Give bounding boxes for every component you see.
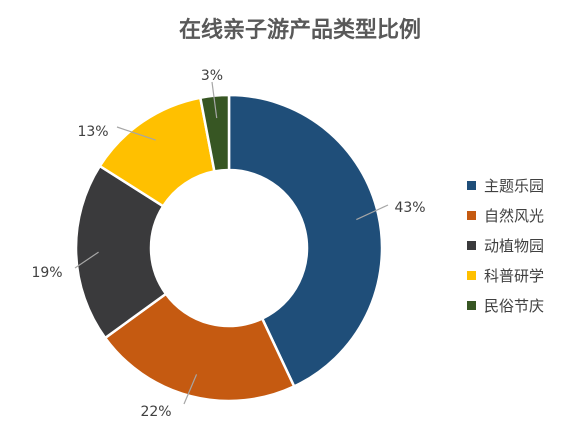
slice-民俗节庆 [198, 93, 231, 173]
leader-line [356, 204, 389, 221]
leader-line [116, 126, 156, 141]
legend-swatch [467, 301, 476, 310]
legend-label: 主题乐园 [484, 177, 544, 195]
slice-自然风光 [103, 292, 296, 403]
legend-label: 民俗节庆 [484, 297, 544, 315]
leader-line [211, 81, 218, 119]
legend-swatch [467, 241, 476, 250]
legend-label: 动植物园 [484, 237, 544, 255]
slice-主题乐园 [227, 93, 384, 389]
leader-line [74, 251, 99, 269]
legend-swatch [467, 211, 476, 220]
chart-title: 在线亲子游产品类型比例 [179, 17, 421, 43]
legend-label: 自然风光 [484, 207, 544, 225]
data-label: 22% [140, 404, 171, 420]
legend-label: 科普研学 [484, 267, 544, 285]
data-label: 3% [201, 68, 223, 84]
data-label: 19% [31, 265, 62, 281]
leader-line [183, 374, 198, 405]
data-label: 43% [394, 200, 425, 216]
data-label: 13% [77, 124, 108, 140]
legend-swatch [467, 271, 476, 280]
slices-group [74, 93, 384, 403]
legend-swatch [467, 181, 476, 190]
data-labels-group: 43% 22% 19% 13% 3% [31, 68, 425, 420]
slice-动植物园 [74, 164, 168, 340]
